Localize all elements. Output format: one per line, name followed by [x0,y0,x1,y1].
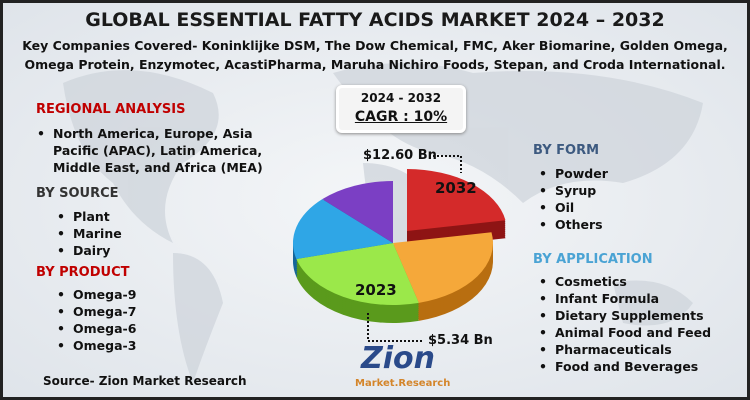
pie-graphic [292,155,506,342]
region-text: North America, Europe, Asia Pacific (APA… [37,125,273,176]
logo-sub: Market.Research [355,378,451,389]
source: Source- Zion Market Research [43,374,247,388]
pie-slice [407,169,506,231]
list-item: Syrup [539,183,596,198]
list-item: Dietary Supplements [539,308,704,323]
section-heading: BY SOURCE [36,186,119,201]
list-item: Animal Food and Feed [539,325,711,340]
list-item: Omega-3 [57,338,137,353]
list-item: Oil [539,200,574,215]
pie-slice [292,199,393,260]
list-item: Omega-9 [57,287,137,302]
pie-year: 2032 [435,179,477,197]
subtitle: Omega Protein, Enzymotec, AcastiPharma, … [24,57,726,72]
list-item: Marine [57,226,122,241]
title: GLOBAL ESSENTIAL FATTY ACIDS MARKET 2024… [85,9,665,31]
list-item: Infant Formula [539,291,659,306]
section-heading: BY FORM [533,143,600,158]
cagr-label: CAGR : 10% [354,109,448,125]
pointer [367,313,423,342]
cagr-box: 2024 - 2032 CAGR : 10% [336,85,466,133]
section-heading: REGIONAL ANALYSIS [36,102,186,117]
list-item: Dairy [57,243,111,258]
subtitle: Key Companies Covered- Koninklijke DSM, … [22,38,728,53]
section-heading: BY PRODUCT [36,265,130,280]
list-item: Omega-6 [57,321,137,336]
list-item: Omega-7 [57,304,137,319]
list-item: Pharmaceuticals [539,342,672,357]
logo-name: Zion [361,341,436,376]
list-item: Food and Beverages [539,359,698,374]
pointer [433,155,462,173]
cagr-period: 2024 - 2032 [360,91,442,105]
list-item: Others [539,217,602,232]
pie-slice [322,180,393,243]
list-item: Cosmetics [539,274,627,289]
pie-slice [296,243,419,305]
section-heading: BY APPLICATION [533,252,653,267]
pie-year: 2023 [355,281,397,299]
pie-value: $5.34 Bn [428,333,493,348]
pie-slice [393,232,493,303]
pie-value: $12.60 Bn [363,148,437,163]
list-item: Powder [539,166,608,181]
list-item: Plant [57,209,110,224]
